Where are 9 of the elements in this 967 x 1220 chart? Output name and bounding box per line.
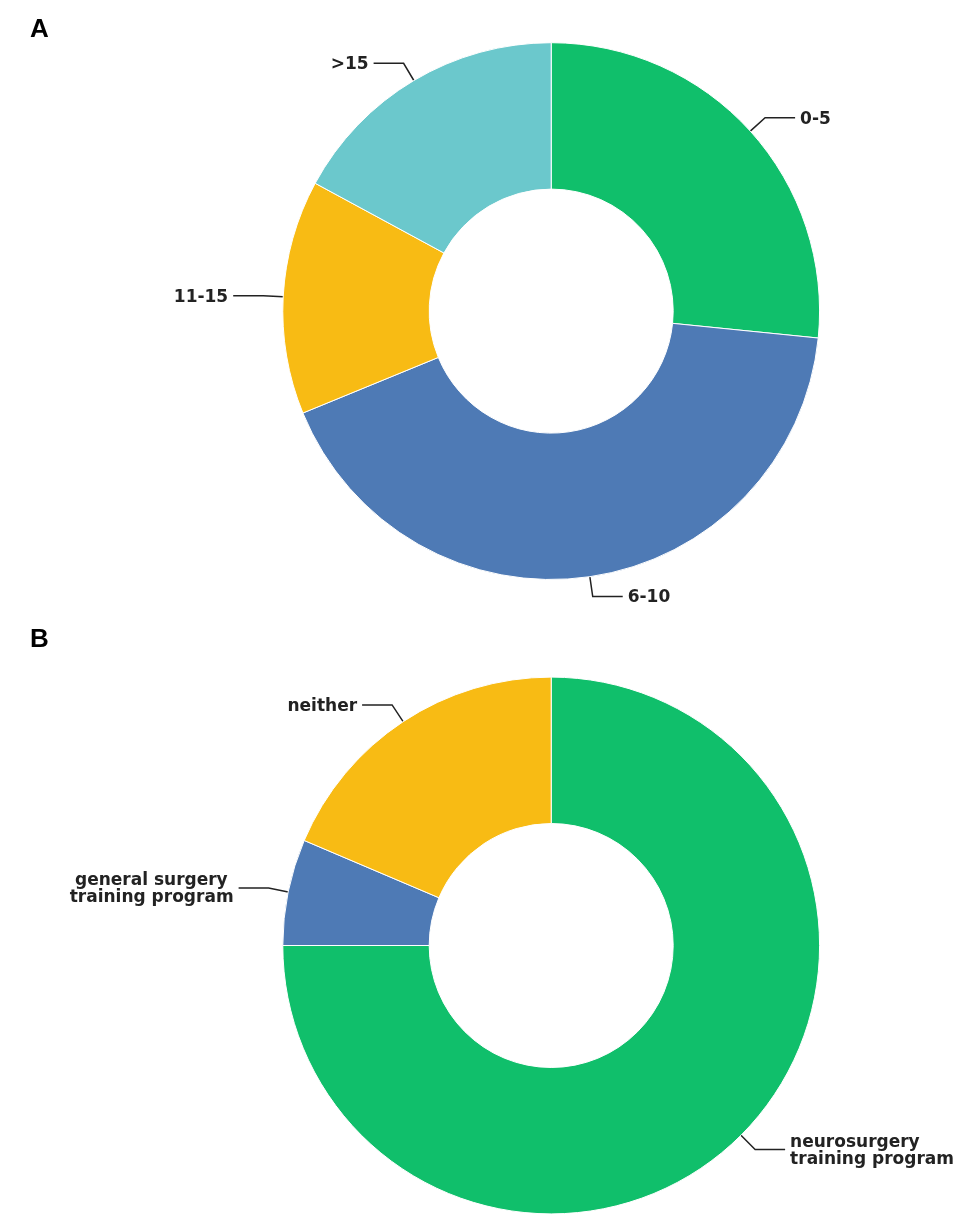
slice-label: >15 [330, 53, 369, 74]
slice-label: neurosurgery training program [790, 1130, 955, 1168]
slice-label: 6-10 [627, 586, 671, 607]
slice-label: neither [287, 694, 358, 715]
slice-label: 11-15 [173, 285, 229, 306]
slice-label: 0-5 [800, 107, 831, 128]
chart-title: A [30, 13, 49, 43]
slice-label: general surgery training program [69, 869, 234, 907]
chart-title: B [30, 623, 49, 653]
